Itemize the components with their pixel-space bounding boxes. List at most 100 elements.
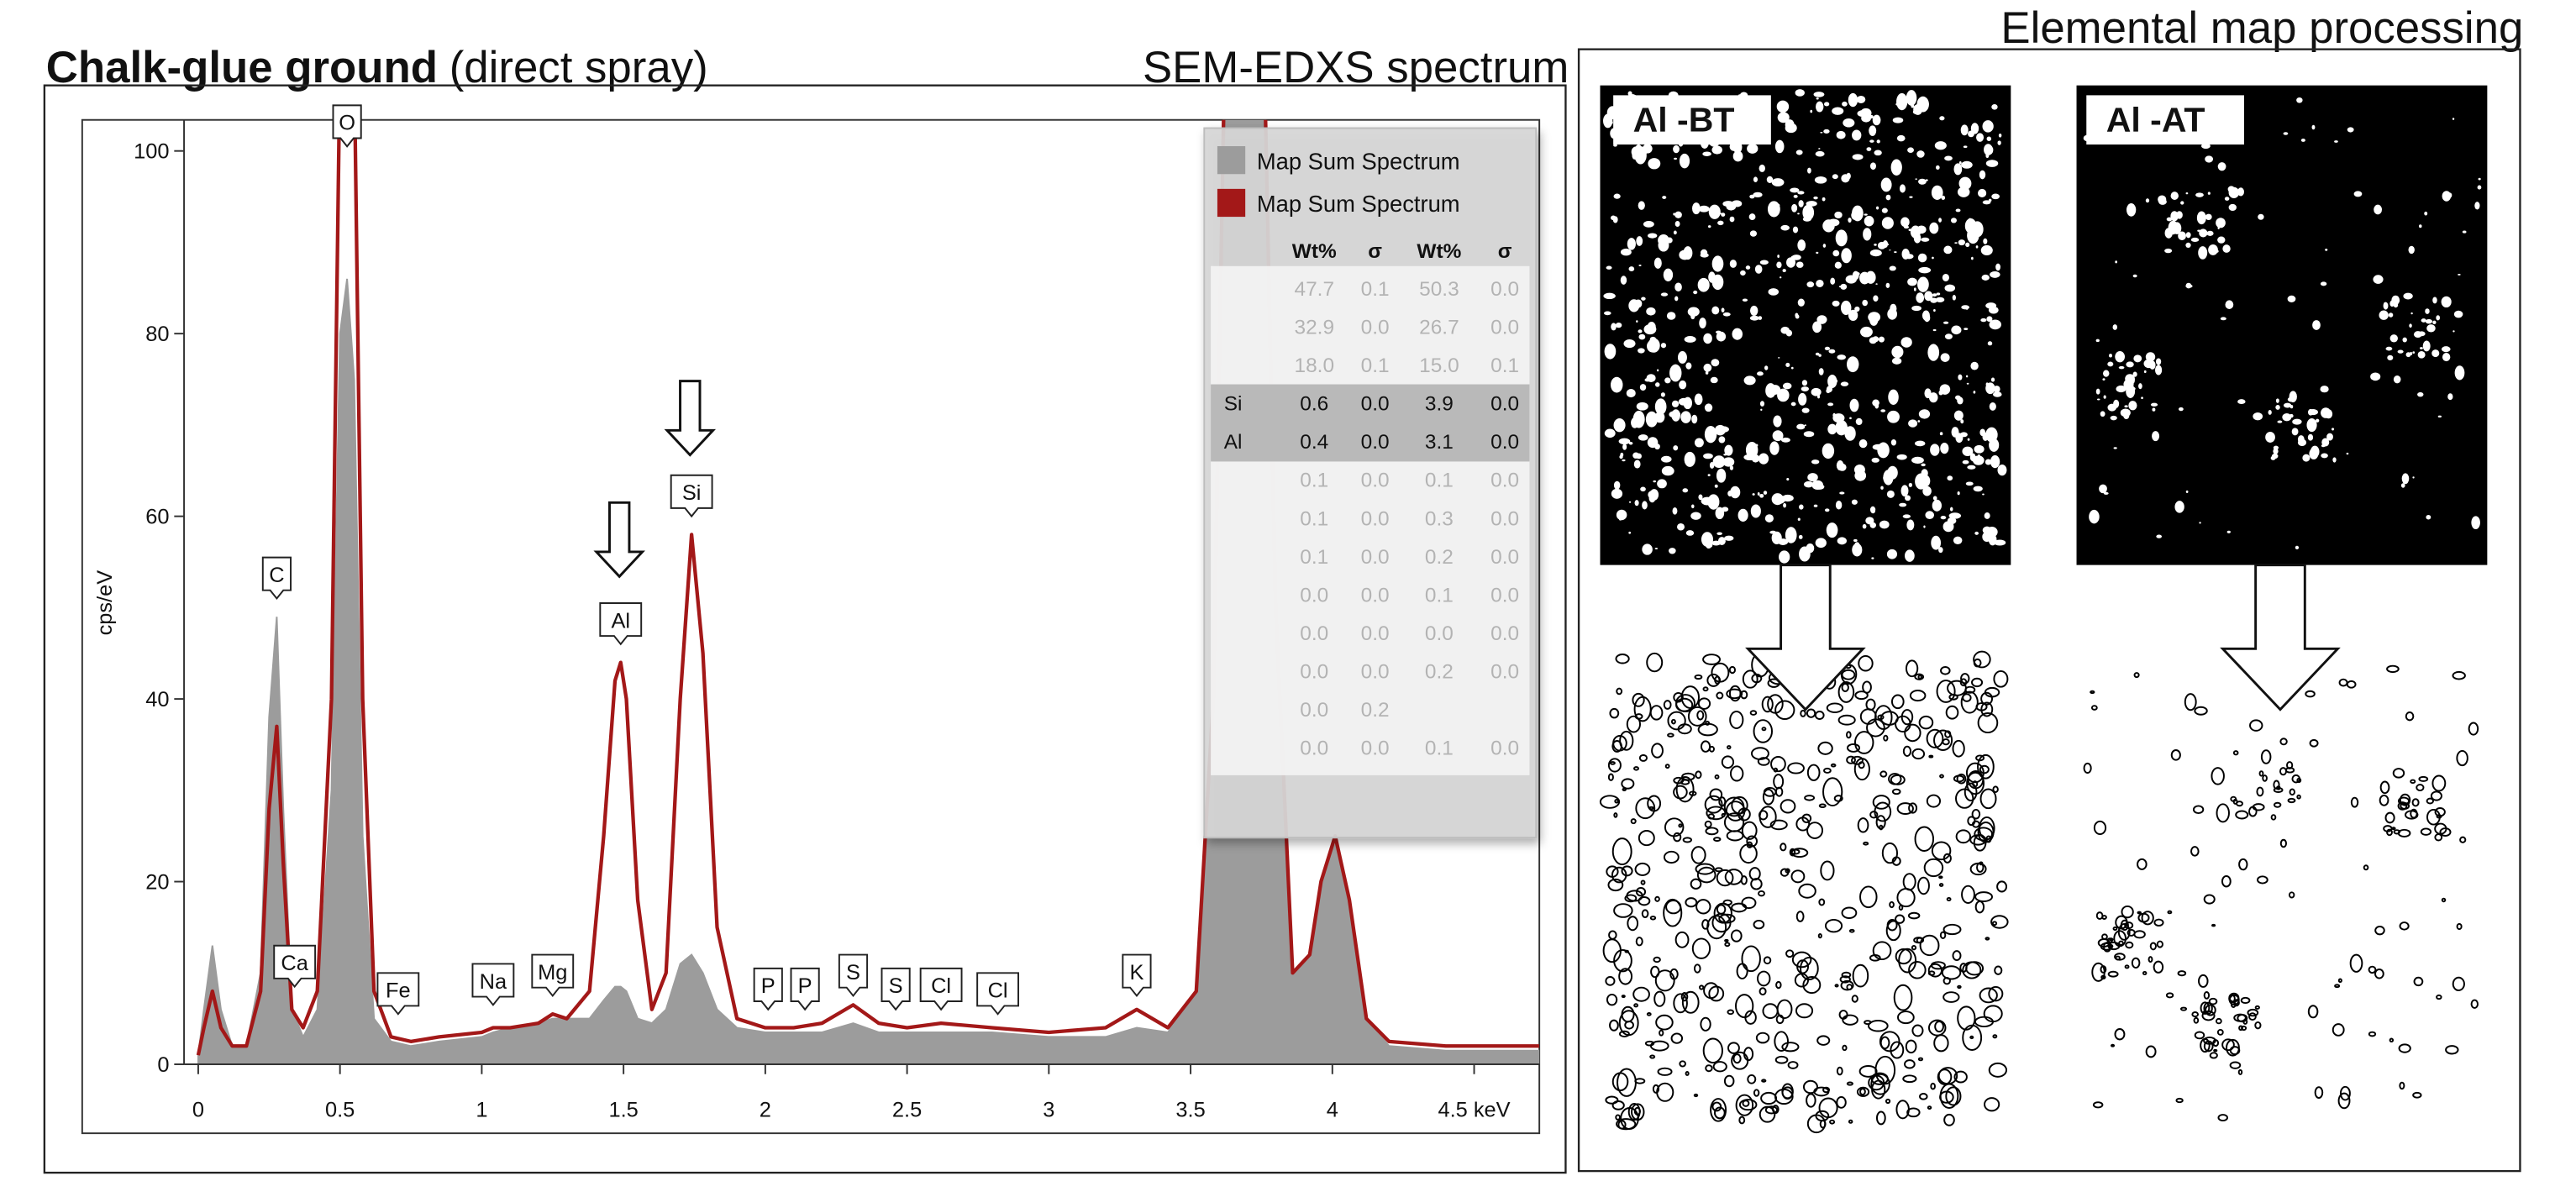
speck xyxy=(1750,305,1759,316)
contour xyxy=(1618,968,1633,985)
speck xyxy=(1691,414,1698,424)
speck xyxy=(1892,117,1904,123)
speck xyxy=(1995,263,2000,271)
speck xyxy=(1799,504,1804,510)
speck xyxy=(1638,264,1642,266)
peak-label-box xyxy=(531,953,575,998)
contour xyxy=(1729,765,1744,782)
legend-swatch xyxy=(1217,188,1246,218)
contour xyxy=(2153,918,2164,927)
speck xyxy=(1865,517,1874,525)
contour xyxy=(1613,903,1633,918)
contour xyxy=(1775,980,1782,990)
speck xyxy=(1827,423,1837,435)
speck xyxy=(1743,375,1756,386)
speck xyxy=(1654,444,1660,450)
contour xyxy=(1609,761,1616,765)
speck xyxy=(2228,203,2237,212)
speck xyxy=(1985,459,1992,465)
contour xyxy=(1902,1074,1917,1084)
contour xyxy=(2179,1006,2188,1011)
speck xyxy=(1795,261,1804,268)
contour xyxy=(1931,841,1952,861)
peak-label: Mg xyxy=(538,961,567,984)
contour xyxy=(2279,838,2287,848)
contour xyxy=(1749,710,1758,716)
speck xyxy=(1782,382,1792,390)
speck xyxy=(2132,371,2137,377)
speck xyxy=(1708,204,1721,219)
contour xyxy=(1911,945,1917,951)
contour xyxy=(1721,755,1735,769)
speck xyxy=(1843,118,1855,128)
speck xyxy=(2138,383,2142,390)
x-tick-label: 1 xyxy=(476,1099,487,1122)
speck xyxy=(2324,409,2333,419)
contour xyxy=(1900,709,1914,726)
speck xyxy=(1930,444,1940,456)
speck xyxy=(1889,265,1896,271)
speck xyxy=(1944,155,1953,161)
speck xyxy=(2412,476,2415,479)
speck xyxy=(1811,459,1820,465)
contour xyxy=(1952,739,1965,758)
contour xyxy=(1943,1113,1955,1126)
speck xyxy=(1877,442,1890,459)
speck xyxy=(1687,307,1700,317)
contour xyxy=(1704,820,1712,828)
contour xyxy=(1890,1041,1905,1059)
speck xyxy=(1613,193,1621,199)
contour xyxy=(1663,898,1683,927)
speck xyxy=(1940,442,1949,454)
speck xyxy=(1714,484,1718,488)
contour xyxy=(2459,836,2467,843)
speck xyxy=(1886,549,1898,559)
speck xyxy=(2208,244,2218,255)
speck xyxy=(1852,154,1864,160)
speck xyxy=(2185,192,2189,195)
table-cell: 0.2 xyxy=(1425,546,1454,569)
speck xyxy=(2347,127,2354,133)
speck xyxy=(2405,352,2411,358)
speck xyxy=(1644,378,1651,382)
speck xyxy=(1807,167,1811,174)
speck xyxy=(1771,493,1784,506)
speck xyxy=(1638,333,1646,340)
contour xyxy=(1753,1089,1760,1097)
speck xyxy=(1865,270,1876,284)
peak-label: Cl xyxy=(931,974,951,998)
peak-label-box xyxy=(919,967,963,1011)
speck xyxy=(1769,441,1780,455)
contour xyxy=(2242,1018,2248,1025)
speck xyxy=(1776,203,1780,207)
contour xyxy=(1897,1011,1915,1025)
speck xyxy=(1759,164,1766,172)
contour xyxy=(1670,718,1676,725)
contour xyxy=(2137,911,2142,915)
contour xyxy=(2101,933,2108,940)
speck xyxy=(1952,294,1957,301)
contour xyxy=(1879,824,1884,831)
speck xyxy=(1683,246,1693,260)
speck xyxy=(2113,447,2117,449)
contour xyxy=(2233,1013,2247,1022)
speck xyxy=(1828,349,1836,354)
speck xyxy=(1724,444,1733,456)
peak-label: C xyxy=(269,564,284,587)
speck xyxy=(1693,290,1698,295)
speck xyxy=(2205,155,2214,163)
contour xyxy=(1883,734,1889,742)
speck xyxy=(1881,217,1894,229)
speck xyxy=(2185,490,2189,493)
contour xyxy=(1758,890,1766,897)
table-header: σ xyxy=(1498,240,1512,263)
contour xyxy=(2235,801,2243,807)
speck xyxy=(1785,527,1797,543)
contour xyxy=(1673,832,1682,843)
contour xyxy=(1960,673,1970,685)
speck xyxy=(1827,402,1834,407)
speck xyxy=(1982,493,1985,496)
speck xyxy=(1773,415,1782,428)
speck xyxy=(1604,344,1617,360)
speck xyxy=(1685,530,1695,536)
